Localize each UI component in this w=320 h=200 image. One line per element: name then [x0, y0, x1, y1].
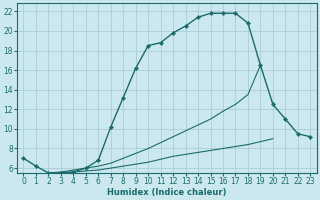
X-axis label: Humidex (Indice chaleur): Humidex (Indice chaleur): [107, 188, 227, 197]
